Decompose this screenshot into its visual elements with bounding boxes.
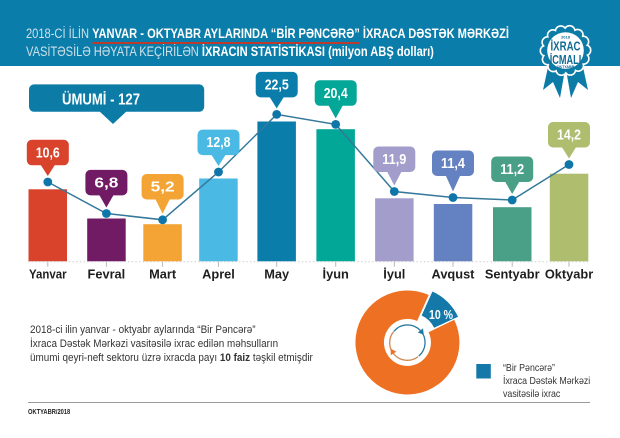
svg-text:5,2: 5,2 <box>151 179 175 196</box>
svg-text:İXRAC: İXRAC <box>551 38 581 53</box>
svg-text:İyul: İyul <box>383 267 405 282</box>
svg-text:May: May <box>264 267 290 282</box>
svg-text:OKTYABR: OKTYABR <box>557 65 575 69</box>
svg-text:Aprel: Aprel <box>202 267 235 282</box>
svg-text:ÜMUMİ - 127: ÜMUMİ - 127 <box>62 90 140 109</box>
svg-text:20,4: 20,4 <box>324 85 349 102</box>
svg-text:Fevral: Fevral <box>88 267 126 282</box>
svg-text:10,6: 10,6 <box>36 144 60 161</box>
svg-text:Oktyabr: Oktyabr <box>545 267 593 282</box>
svg-text:11,2: 11,2 <box>500 161 524 178</box>
svg-text:11,9: 11,9 <box>382 151 406 168</box>
svg-text:14,2: 14,2 <box>557 127 581 144</box>
svg-text:İyun: İyun <box>323 267 349 282</box>
svg-text:6,8: 6,8 <box>94 174 118 191</box>
svg-text:10 %: 10 % <box>429 308 453 322</box>
svg-text:22,5: 22,5 <box>265 76 289 93</box>
svg-text:Avqust: Avqust <box>432 267 476 282</box>
svg-text:İCMALI: İCMALI <box>550 52 582 67</box>
svg-text:Sentyabr: Sentyabr <box>485 267 540 282</box>
svg-text:12,8: 12,8 <box>207 134 231 151</box>
svg-text:2018: 2018 <box>561 35 571 40</box>
svg-text:11,4: 11,4 <box>441 155 466 172</box>
svg-text:Yanvar: Yanvar <box>29 267 67 282</box>
svg-text:Mart: Mart <box>149 267 177 282</box>
